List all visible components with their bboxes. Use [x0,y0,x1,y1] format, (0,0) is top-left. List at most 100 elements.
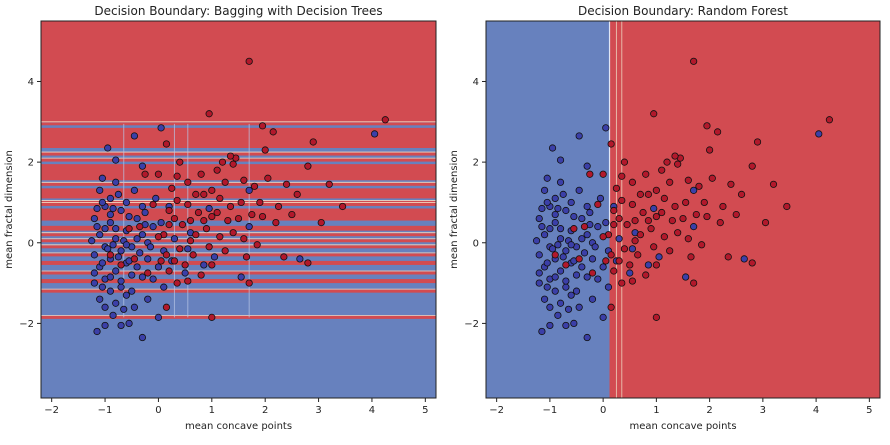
point-benign [138,273,147,281]
point-malignant [628,277,637,285]
point-malignant [586,170,594,178]
point-malignant [650,110,658,118]
point-malignant [237,198,245,207]
red-boundary-line [41,315,436,319]
point-malignant [679,214,687,223]
point-benign [644,261,652,269]
point-benign [562,277,570,285]
point-benign [535,279,543,287]
point-malignant [652,212,660,221]
y-tick-label: 2 [28,158,34,169]
point-benign [594,275,602,283]
point-malignant [719,202,727,211]
point-benign [122,241,131,249]
point-benign [133,235,141,243]
point-malignant [668,216,676,225]
point-malignant [769,180,778,188]
point-benign [93,204,101,213]
x-tick-label: 4 [369,405,375,416]
red-boundary-line [41,122,436,126]
point-benign [556,235,565,243]
point-malignant [274,202,283,211]
point-benign [133,263,141,271]
point-malignant [216,233,224,241]
point-benign [138,202,147,211]
point-benign [112,225,120,233]
point-benign [543,198,551,207]
point-benign [570,319,578,328]
point-benign [109,241,117,249]
point-benign [154,313,163,321]
point-benign [586,208,594,217]
point-malignant [162,140,171,148]
point-benign [104,144,112,152]
point-malignant [304,259,312,267]
point-benign [690,223,698,231]
point-malignant [317,219,325,227]
point-benign [551,273,559,281]
point-malignant [753,138,762,146]
red-region-band [41,279,436,284]
point-malignant [309,138,317,146]
point-malignant [381,116,389,124]
point-benign [90,251,98,259]
point-malignant [325,180,333,188]
y-axis-label: mean fractal dimension [4,150,15,269]
point-malignant [615,257,623,265]
point-malignant [202,225,211,233]
point-malignant [165,221,173,229]
point-benign [583,333,591,342]
y-tick-label: −2 [464,319,479,330]
point-benign [554,204,562,213]
point-malignant [130,255,139,263]
panel-bagging: −2 −1 0 1 2 3 4 5 −2 0 2 4 Decision Boundary: Baggin… [4,4,437,432]
point-malignant [192,231,200,239]
point-malignant [666,247,674,255]
point-malignant [173,196,181,205]
point-malignant [157,257,165,265]
point-benign [112,267,120,275]
point-benign [170,235,179,243]
x-tick-label: 0 [155,405,161,416]
point-malignant [748,259,756,267]
point-malignant [280,253,288,261]
point-benign [181,269,189,277]
point-benign [546,321,554,330]
point-malignant [660,194,668,203]
y-axis-label: mean fractal dimension [449,150,460,269]
point-malignant [149,200,157,209]
point-benign [138,333,147,342]
point-benign [538,223,546,231]
point-malignant [700,198,708,207]
point-benign [815,130,823,138]
point-malignant [610,221,618,229]
point-benign [160,283,168,291]
point-malignant [690,279,698,287]
point-benign [551,194,559,203]
point-benign [106,219,114,227]
x-tick-label: −1 [543,405,558,416]
point-malignant [216,194,224,203]
point-benign [96,295,104,303]
point-malignant [338,202,347,211]
point-benign [106,287,114,295]
point-malignant [205,243,213,251]
point-malignant [293,190,301,198]
point-malignant [618,172,626,180]
panel-random-forest: −2 −1 0 1 2 3 4 5 −2 0 2 4 Decision Boundary: Random… [449,4,881,432]
point-malignant [636,190,645,198]
point-malignant [269,128,277,136]
point-malignant [106,251,114,259]
point-malignant [607,251,615,259]
point-malignant [189,251,197,259]
point-malignant [724,253,732,261]
point-malignant [663,158,671,166]
point-benign [546,225,554,233]
point-malignant [192,190,200,198]
point-malignant [562,261,570,269]
red-boundary-line [41,289,436,293]
point-malignant [240,235,248,243]
point-benign [109,311,117,319]
point-benign [112,235,120,243]
point-malignant [642,170,650,178]
